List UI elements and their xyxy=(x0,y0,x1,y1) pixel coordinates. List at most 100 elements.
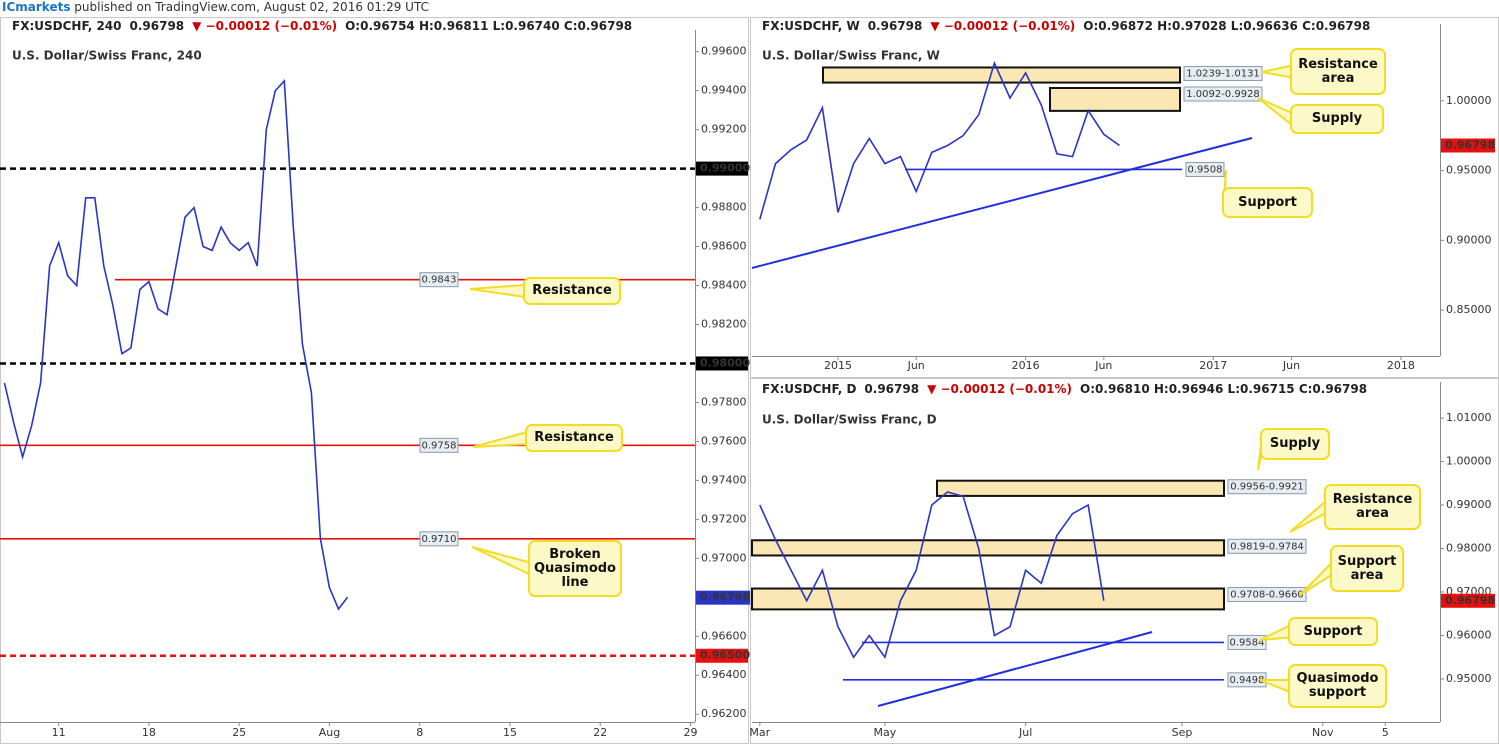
header-price: 0.96798 xyxy=(130,19,185,33)
last-price-box xyxy=(1441,138,1495,153)
callout: Resistance xyxy=(525,424,623,452)
y-tick-label: 0.97800 xyxy=(701,395,747,408)
y-tick-label: 0.96000 xyxy=(1446,628,1492,641)
callout-pointer xyxy=(472,430,528,448)
callout-pointer xyxy=(1289,498,1327,533)
zone-tag-box xyxy=(1183,86,1263,102)
header-ohlc: O:0.96754 H:0.96811 L:0.96740 C:0.96798 xyxy=(345,19,632,33)
y-tick-label: 0.97000 xyxy=(701,551,747,564)
zone-tag: 0.9956-0.9921 xyxy=(1230,482,1304,493)
callout: Quasimodo support xyxy=(1288,664,1387,708)
y-tick-label: 0.98200 xyxy=(701,317,747,330)
y-tick-label: 0.95000 xyxy=(1446,164,1492,177)
header-change: ▼ −0.00012 (−0.01%) xyxy=(930,19,1075,33)
axis-tag: 0.98000 xyxy=(700,356,750,369)
level-tag: 0.9498 xyxy=(1230,675,1265,686)
panel-border xyxy=(0,17,749,744)
callout: Broken Quasimodo line xyxy=(528,540,622,597)
x-tick-label: Mar xyxy=(749,726,770,739)
y-tick-label: 1.00000 xyxy=(1446,455,1492,468)
callout-pointer xyxy=(471,546,531,577)
x-tick-label: 5 xyxy=(1382,726,1389,739)
chart-title: U.S. Dollar/Swiss Franc, 240 xyxy=(12,49,202,63)
author: ICmarkets xyxy=(2,0,71,14)
level-tag: 0.9710 xyxy=(422,534,457,545)
callout-pointer xyxy=(1261,64,1293,79)
level-tag-box xyxy=(419,437,459,453)
zone-tag: 0.9819-0.9784 xyxy=(1230,541,1304,552)
x-tick-label: 29 xyxy=(683,726,697,739)
last-price-box xyxy=(696,590,750,605)
zone-tag-box xyxy=(1227,587,1307,603)
x-tick-label: Jun xyxy=(907,359,925,372)
x-tick-label: Aug xyxy=(319,726,340,739)
y-tick-label: 0.98000 xyxy=(1446,542,1492,555)
level-tag: 0.9758 xyxy=(422,440,457,451)
y-tick-label: 0.97400 xyxy=(701,473,747,486)
last-price: 0.96798 xyxy=(1445,139,1495,152)
x-tick-label: 2015 xyxy=(824,359,852,372)
zone xyxy=(1049,86,1181,112)
y-tick-label: 0.96600 xyxy=(701,629,747,642)
header-symbol: FX:USDCHF, W xyxy=(762,19,860,33)
callout: Resistance area xyxy=(1324,484,1421,530)
price-line xyxy=(759,60,1120,220)
callout: Supply xyxy=(1290,104,1384,134)
x-tick-label: Jun xyxy=(1094,359,1112,372)
header: FX:USDCHF, D 0.96798 ▼ −0.00012 (−0.01%) O:… xyxy=(762,382,1367,396)
callout-pointer xyxy=(1257,97,1293,128)
x-tick-label: 2018 xyxy=(1387,359,1415,372)
x-tick-label: 22 xyxy=(593,726,607,739)
x-tick-label: Jun xyxy=(1282,359,1300,372)
axis-tag-box xyxy=(696,648,748,663)
x-tick-label: May xyxy=(874,726,897,739)
level-tag: 0.9584 xyxy=(1230,637,1265,648)
zone-tag: 0.9708-0.9660 xyxy=(1230,590,1304,601)
y-tick-label: 0.96200 xyxy=(701,707,747,720)
zone-tag: 1.0092-0.9928 xyxy=(1186,89,1260,100)
axis-tag-box xyxy=(696,161,748,176)
chart-panel: FX:USDCHF, W 0.96798 ▼ −0.00012 (−0.01%) O:… xyxy=(751,19,1495,372)
y-tick-label: 0.99400 xyxy=(701,84,747,97)
zone-tag-box xyxy=(1227,538,1307,554)
zone xyxy=(751,539,1225,557)
y-tick-label: 0.99000 xyxy=(1446,498,1492,511)
header-price: 0.96798 xyxy=(868,19,923,33)
level-tag-box xyxy=(1185,161,1225,177)
last-price: 0.96798 xyxy=(1445,594,1495,607)
y-tick-label: 0.90000 xyxy=(1446,233,1492,246)
zone-tag: 1.0239-1.0131 xyxy=(1186,68,1260,79)
x-tick-label: 18 xyxy=(142,726,156,739)
y-tick-label: 0.96400 xyxy=(701,668,747,681)
zone-tag-box xyxy=(1227,479,1307,495)
header-change: ▼ −0.00012 (−0.01%) xyxy=(192,19,337,33)
header-change: ▼ −0.00012 (−0.01%) xyxy=(927,382,1072,396)
trendline xyxy=(877,631,1153,707)
chart-panel: FX:USDCHF, 240 0.96798 ▼ −0.00012 (−0.01%)… xyxy=(0,19,750,739)
y-tick-label: 0.97600 xyxy=(701,434,747,447)
callout: Resistance area xyxy=(1290,48,1386,95)
header-symbol: FX:USDCHF, D xyxy=(762,382,856,396)
level-tag-box xyxy=(1227,634,1267,650)
zone xyxy=(822,66,1181,84)
level-tag: 0.9508 xyxy=(1188,164,1223,175)
x-tick-label: 8 xyxy=(416,726,423,739)
header-symbol: FX:USDCHF, 240 xyxy=(12,19,122,33)
y-tick-label: 0.99200 xyxy=(701,123,747,136)
y-tick-label: 1.01000 xyxy=(1446,411,1492,424)
callout-pointer xyxy=(1299,560,1333,596)
axis-tag-box xyxy=(696,356,748,371)
x-tick-label: 2017 xyxy=(1199,359,1227,372)
last-price-box xyxy=(1441,593,1495,608)
header: FX:USDCHF, 240 0.96798 ▼ −0.00012 (−0.01%)… xyxy=(12,19,632,33)
chart-title: U.S. Dollar/Swiss Franc, W xyxy=(762,49,940,63)
callout-pointer xyxy=(1259,623,1291,641)
callout: Support xyxy=(1288,617,1378,646)
chart-title: U.S. Dollar/Swiss Franc, D xyxy=(762,413,937,427)
price-line xyxy=(759,491,1105,660)
price-line xyxy=(3,78,349,611)
level-tag-box xyxy=(419,272,459,288)
callout-pointer xyxy=(469,283,526,299)
axis-tag: 0.99000 xyxy=(700,162,750,175)
